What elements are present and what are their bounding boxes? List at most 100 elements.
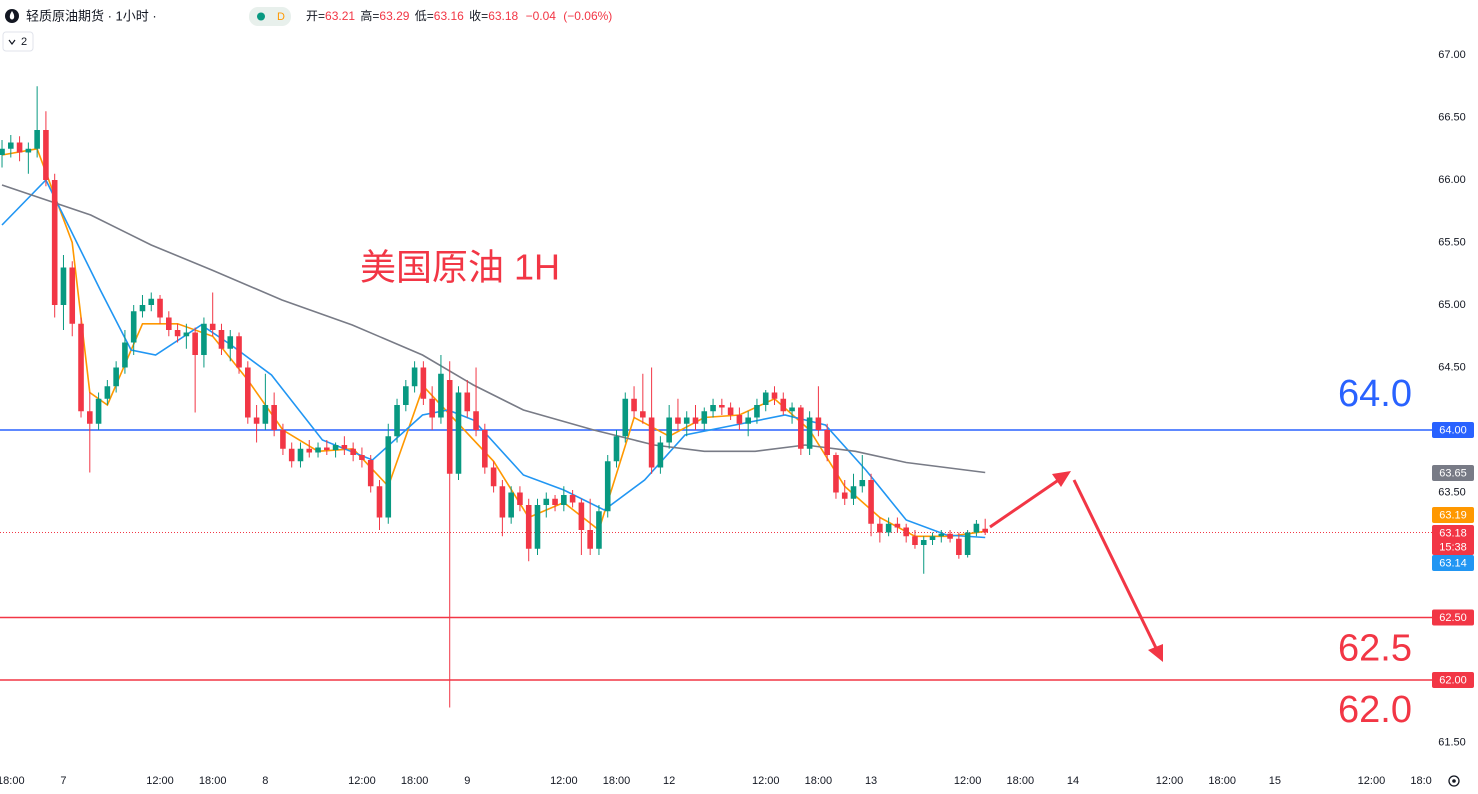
x-tick-label: 18:00 [199,775,227,787]
low-label: 低= [415,9,434,23]
price-tag-label: 64.00 [1439,424,1467,436]
candle-body [675,417,681,424]
candle-body [569,495,576,503]
candle-body [288,448,295,462]
candle-body [16,142,23,153]
price-tag [1432,422,1474,438]
candle-body [745,417,751,424]
candle-body [613,436,620,462]
y-tick-label: 65.00 [1438,299,1466,311]
candle-body [701,411,708,424]
candle-body [446,380,453,474]
candle-body [324,447,330,450]
candle-body [798,407,804,449]
price-tag-label: 63.65 [1439,467,1467,479]
candle-body [789,407,795,412]
candle-body [534,505,541,549]
candle-body [438,373,444,418]
candle-body [209,323,216,330]
candle-body [104,386,111,399]
candle-body [420,367,427,399]
candle-body [148,298,155,305]
level-label: 62.0 [1338,689,1412,731]
candle-body [25,148,32,153]
change-pct: (−0.06%) [563,9,612,23]
countdown: 15:38 [1439,541,1467,553]
candle-body [367,460,374,487]
x-tick-label: 7 [60,775,66,787]
x-tick-label: 18:00 [1208,775,1236,787]
candle-body [34,130,40,149]
candle-body [315,447,321,453]
candle-body [473,411,479,430]
candle-body [122,342,128,368]
candle-body [806,417,813,449]
candle-body [113,367,119,387]
candle-body [622,398,629,437]
y-tick-label: 67.00 [1438,49,1466,61]
candle-body [218,330,225,349]
ohlc-readout: 开=63.21 高=63.29 低=63.16 收=63.18 −0.04 (−… [306,8,612,23]
candle-body [771,392,778,399]
x-tick-label: 12:00 [752,775,780,787]
x-tick-label: 12:00 [348,775,376,787]
candle-body [341,445,348,449]
chevron [8,39,16,45]
x-tick-label: 18:00 [1007,775,1035,787]
indicator-toggle[interactable] [2,31,34,52]
price-tag-label: 63.14 [1439,557,1467,569]
candle-body [912,536,918,545]
x-tick-label: 12:00 [1156,775,1184,787]
candle-body [60,267,67,305]
candle-body [87,411,93,424]
candle-body [561,495,567,505]
x-tick-label: 18:00 [401,775,429,787]
arrow-up [989,477,1061,529]
high-value: 63.29 [379,9,409,23]
candle-body [780,398,787,412]
high-label: 高= [360,8,379,23]
candle-body [578,502,585,530]
y-tick-label: 66.50 [1438,111,1466,123]
candle-body [640,411,646,418]
settings-icon[interactable] [1448,775,1460,787]
candle-body [201,323,207,355]
candle-body [51,180,58,305]
status-badge[interactable] [249,7,291,26]
candle-body [727,407,734,415]
candle-body [403,386,409,405]
x-tick-label: 12:00 [550,775,578,787]
candle-body [736,415,743,424]
candle-body [78,323,84,412]
x-tick-label: 13 [865,775,877,787]
candle-body [666,417,672,443]
candle-body [719,405,725,408]
candle-body [245,367,251,418]
candle-body [710,405,716,412]
price-tag-label: 62.00 [1439,674,1467,686]
candle-body [982,528,988,533]
x-axis: 18:00 7 12:00 18:00 8 12:00 18:00 9 12:00 18:00 12… [0,775,1438,787]
candle-body [490,467,497,487]
candle-body [192,332,198,355]
x-tick-label: 18:00 [1410,775,1438,787]
x-tick-label: 18:00 [603,775,631,787]
y-tick-label: 65.50 [1438,236,1466,248]
symbol-name[interactable]: 轻质原油期货 · 1小时 · [26,8,157,23]
x-tick-label: 14 [1067,775,1079,787]
y-tick-label: 63.50 [1438,486,1466,498]
candle-body [604,461,611,512]
candle-body [947,533,953,539]
candle-body [903,527,909,537]
candle-body [754,405,760,418]
moving-average [1,147,986,538]
candle-body [499,486,506,518]
low-value: 63.16 [434,9,464,23]
arrow-head [1148,644,1163,662]
candle-body [973,523,980,533]
close-label: 收= [469,9,488,23]
badge-label: D [277,11,285,23]
candle-body [877,523,883,533]
